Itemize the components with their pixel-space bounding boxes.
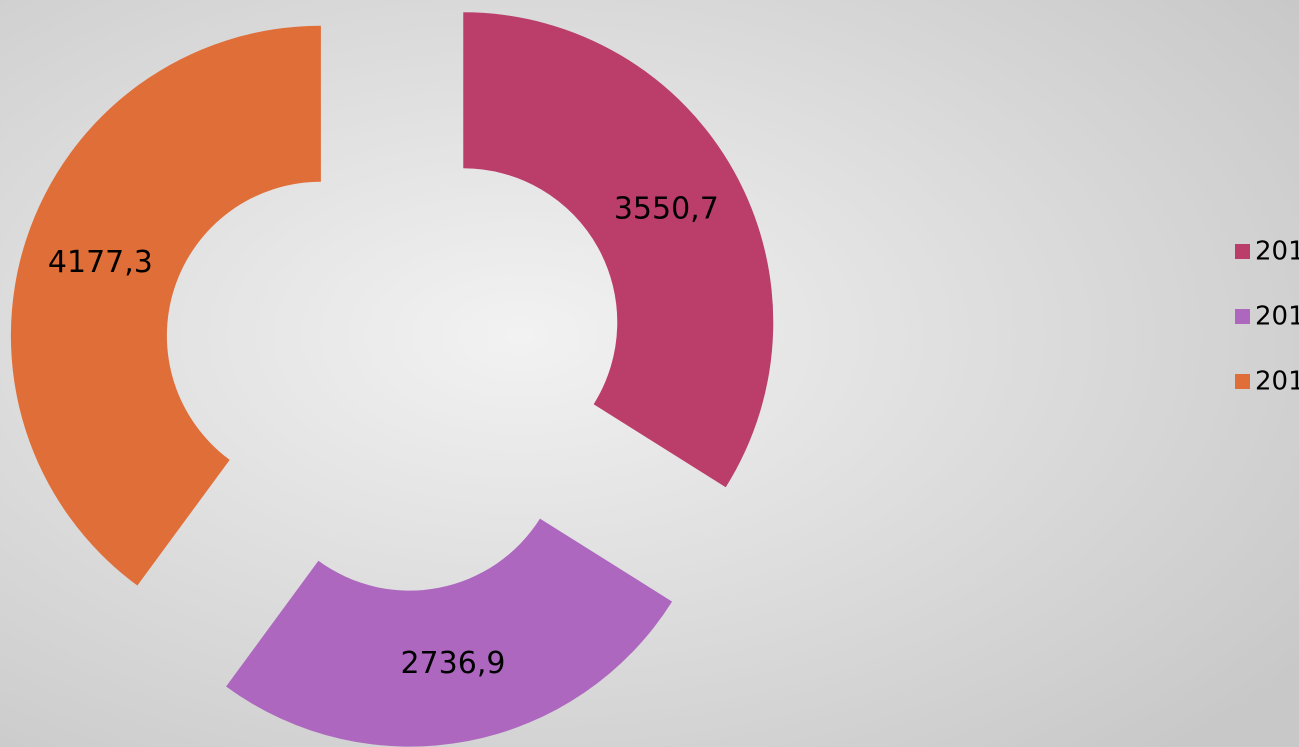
data-label: 4177,3 [48, 245, 153, 280]
donut-segment [10, 25, 321, 586]
legend-label: 2016 [1255, 367, 1299, 397]
legend-swatch [1235, 374, 1250, 389]
legend-swatch [1235, 244, 1250, 259]
legend-label: 2015 [1255, 302, 1299, 332]
data-label: 3550,7 [614, 192, 719, 227]
legend-label: 2014 [1255, 237, 1299, 267]
data-label: 2736,9 [400, 646, 505, 681]
donut-segment [463, 12, 774, 488]
donut-segment [226, 518, 673, 747]
legend-swatch [1235, 309, 1250, 324]
